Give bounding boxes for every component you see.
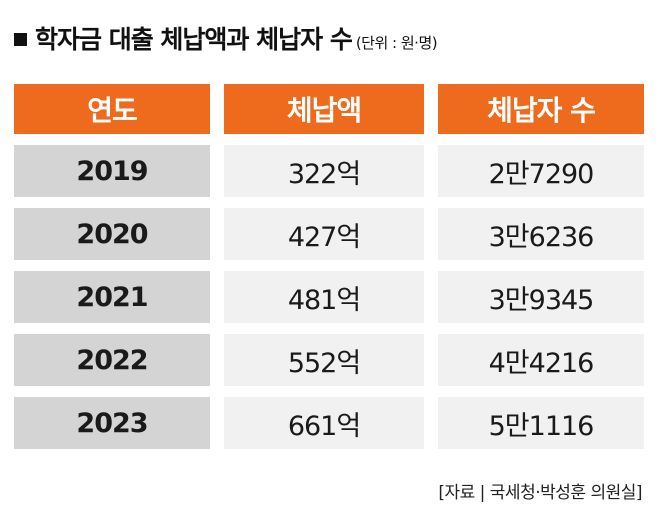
source-note: [자료 | 국세청·박성훈 의원실]	[438, 483, 642, 503]
amount-cell: 322억	[224, 145, 424, 197]
header-year: 연도	[14, 84, 210, 134]
table-row: 2023 661억 5만1116	[14, 397, 644, 449]
year-cell: 2023	[14, 397, 210, 449]
count-cell: 5만1116	[438, 397, 644, 449]
year-cell: 2020	[14, 208, 210, 260]
year-cell: 2019	[14, 145, 210, 197]
header-amount: 체납액	[224, 84, 424, 134]
chart-title: 학자금 대출 체납액과 체납자 수 (단위 : 원·명)	[14, 20, 438, 56]
table-row: 2021 481억 3만9345	[14, 271, 644, 323]
amount-cell: 661억	[224, 397, 424, 449]
unit-label: (단위 : 원·명)	[355, 34, 438, 52]
data-table: 연도 체납액 체납자 수 2019 322억 2만7290 2020 427억 …	[14, 84, 644, 460]
table-row: 2019 322억 2만7290	[14, 145, 644, 197]
table-row: 2020 427억 3만6236	[14, 208, 644, 260]
table-header-row: 연도 체납액 체납자 수	[14, 84, 644, 134]
year-cell: 2022	[14, 334, 210, 386]
title-bullet-icon	[14, 33, 27, 46]
count-cell: 3만9345	[438, 271, 644, 323]
title-text: 학자금 대출 체납액과 체납자 수	[35, 25, 353, 54]
header-count: 체납자 수	[438, 84, 644, 134]
count-cell: 3만6236	[438, 208, 644, 260]
amount-cell: 427억	[224, 208, 424, 260]
amount-cell: 552억	[224, 334, 424, 386]
amount-cell: 481억	[224, 271, 424, 323]
year-cell: 2021	[14, 271, 210, 323]
count-cell: 4만4216	[438, 334, 644, 386]
count-cell: 2만7290	[438, 145, 644, 197]
table-row: 2022 552억 4만4216	[14, 334, 644, 386]
